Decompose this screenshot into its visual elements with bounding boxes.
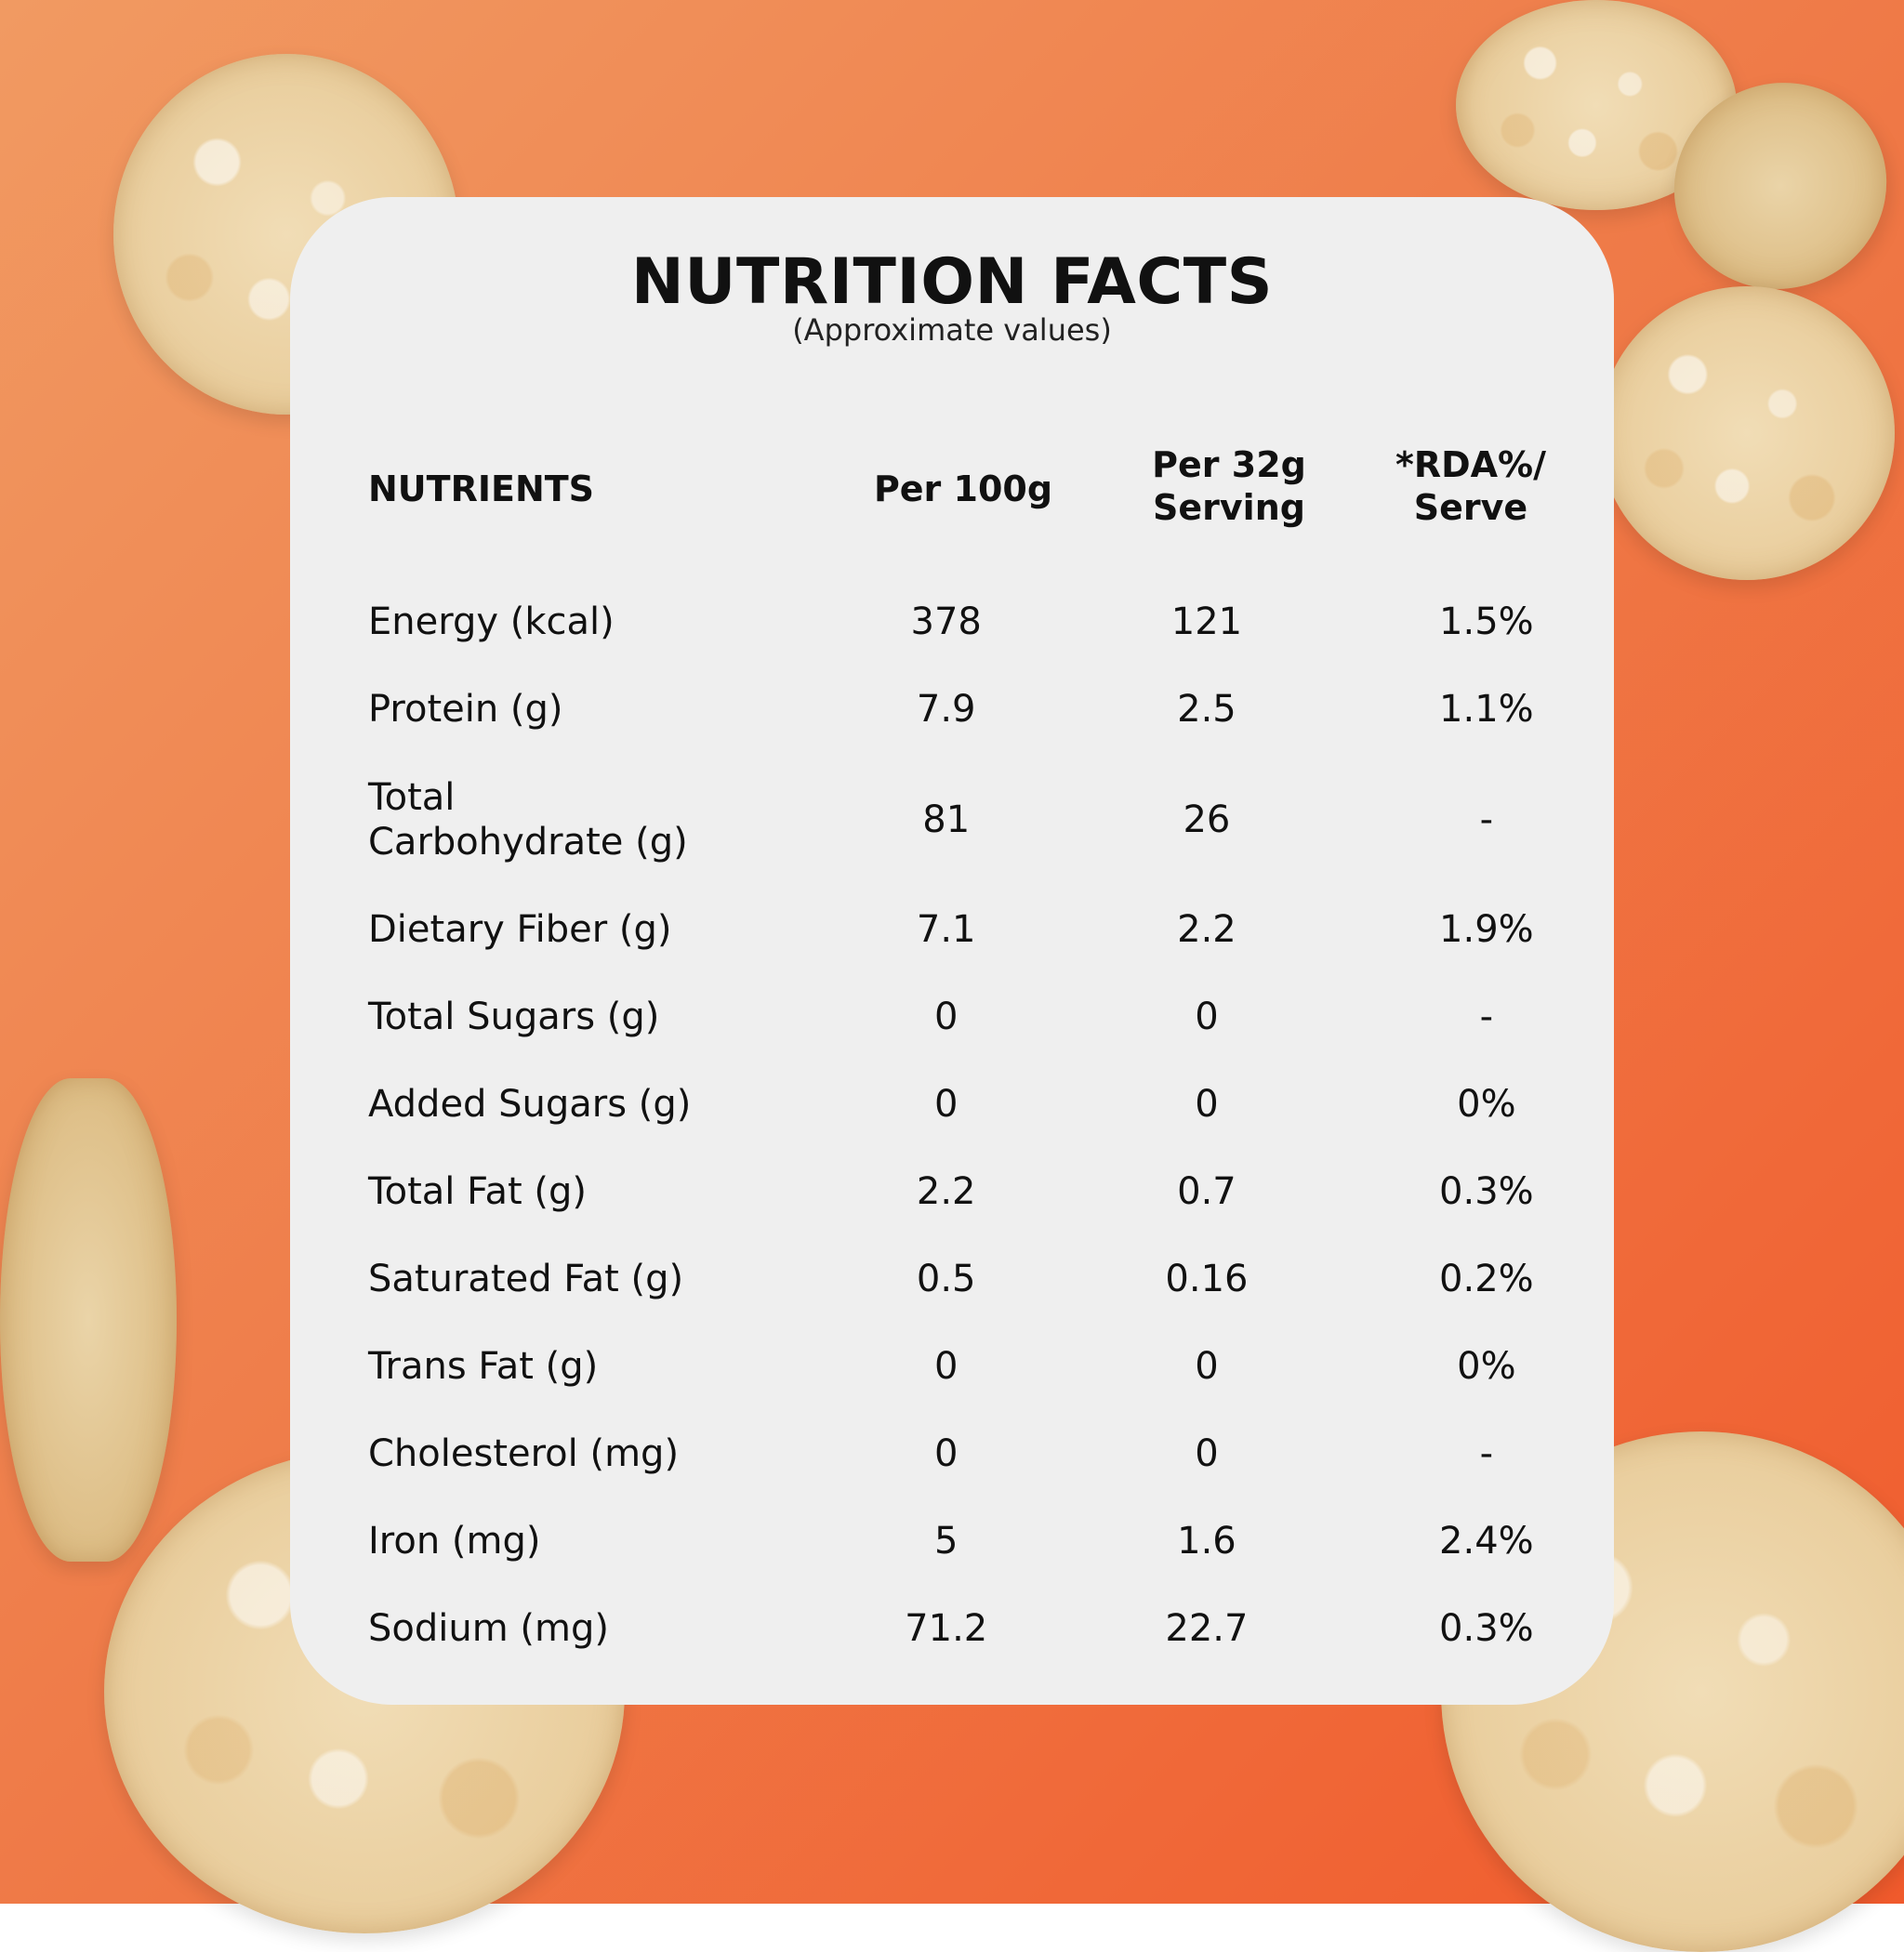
nutrient-name: Sodium (mg) — [368, 1607, 609, 1650]
value-per-100g: 0 — [933, 1432, 959, 1475]
header-per-100g: Per 100g — [873, 468, 1053, 509]
nutrient-name: Energy (kcal) — [368, 600, 615, 643]
value-per-32g: 0.7 — [1177, 1170, 1236, 1213]
nutrient-name: Protein (g) — [368, 688, 563, 731]
value-per-32g: 0 — [1195, 996, 1219, 1038]
value-per-100g: 0 — [933, 1345, 959, 1388]
value-rda: - — [1479, 996, 1494, 1038]
header-rda-line2: Serve — [1413, 486, 1528, 528]
value-per-100g: 2.2 — [916, 1170, 976, 1213]
value-per-100g: 5 — [933, 1520, 959, 1563]
value-per-100g: 378 — [910, 600, 982, 643]
table-row: Total Sugars (g) 0 0 - — [368, 973, 1577, 1061]
nutrition-facts-card: NUTRITION FACTS (Approximate values) NUT… — [290, 197, 1614, 1705]
value-per-32g: 0 — [1195, 1345, 1219, 1388]
header-per-32g-serving: Per 32g Serving — [1090, 444, 1368, 529]
value-per-32g: 0 — [1195, 1432, 1219, 1475]
nutrient-name-line2: Carbohydrate (g) — [368, 820, 688, 864]
value-rda: 0.3% — [1439, 1607, 1534, 1650]
nutrient-name: Total Carbohydrate (g) — [368, 775, 834, 864]
value-rda: 0% — [1457, 1345, 1516, 1388]
value-rda: 2.4% — [1439, 1520, 1534, 1563]
value-per-32g: 121 — [1170, 600, 1243, 643]
value-per-100g: 71.2 — [905, 1607, 988, 1650]
page-subtitle: (Approximate values) — [792, 312, 1112, 348]
value-rda: - — [1479, 1432, 1494, 1475]
value-rda: 0.3% — [1439, 1170, 1534, 1213]
value-rda: 1.5% — [1439, 600, 1534, 643]
nutrient-name: Cholesterol (mg) — [368, 1432, 680, 1475]
table-row: Protein (g) 7.9 2.5 1.1% — [368, 666, 1577, 753]
value-rda: 0% — [1457, 1083, 1516, 1126]
nutrient-name: Total Fat (g) — [368, 1170, 587, 1213]
nutrient-name-line1: Total — [368, 775, 456, 819]
value-rda: 1.9% — [1439, 908, 1534, 951]
value-per-32g: 0.16 — [1165, 1258, 1249, 1300]
value-per-100g: 0 — [933, 1083, 959, 1126]
table-row: Added Sugars (g) 0 0 0% — [368, 1061, 1577, 1148]
header-per-32g-line1: Per 32g — [1152, 444, 1306, 485]
table-row: Total Carbohydrate (g) 81 26 - — [368, 753, 1577, 886]
table-row: Cholesterol (mg) 0 0 - — [368, 1410, 1577, 1497]
value-per-32g: 0 — [1195, 1083, 1219, 1126]
value-per-100g: 0.5 — [916, 1258, 976, 1300]
value-rda: - — [1479, 798, 1494, 841]
value-per-32g: 22.7 — [1165, 1607, 1249, 1650]
value-per-100g: 81 — [922, 798, 971, 841]
nutrient-name: Trans Fat (g) — [368, 1345, 599, 1388]
value-per-32g: 2.5 — [1177, 688, 1236, 731]
table-row: Dietary Fiber (g) 7.1 2.2 1.9% — [368, 886, 1577, 973]
header-rda-per-serve: *RDA%/ Serve — [1350, 444, 1592, 529]
rice-cake-image — [1599, 286, 1895, 580]
table-row: Sodium (mg) 71.2 22.7 0.3% — [368, 1585, 1577, 1672]
nutrient-name: Added Sugars (g) — [368, 1083, 692, 1126]
header-nutrients: NUTRIENTS — [368, 468, 595, 509]
nutrient-name: Iron (mg) — [368, 1520, 541, 1563]
nutrition-table: Energy (kcal) 378 121 1.5% Protein (g) 7… — [368, 578, 1577, 1672]
page-title: NUTRITION FACTS — [630, 245, 1274, 319]
value-rda: 0.2% — [1439, 1258, 1534, 1300]
nutrient-name: Total Sugars (g) — [368, 996, 660, 1038]
table-row: Total Fat (g) 2.2 0.7 0.3% — [368, 1148, 1577, 1235]
table-row: Energy (kcal) 378 121 1.5% — [368, 578, 1577, 666]
rice-cake-image — [0, 1078, 177, 1562]
value-per-32g: 2.2 — [1177, 908, 1236, 951]
value-per-100g: 7.1 — [916, 908, 976, 951]
nutrient-name: Dietary Fiber (g) — [368, 908, 672, 951]
value-per-32g: 1.6 — [1177, 1520, 1236, 1563]
table-row: Trans Fat (g) 0 0 0% — [368, 1323, 1577, 1410]
value-per-100g: 0 — [933, 996, 959, 1038]
value-per-100g: 7.9 — [916, 688, 976, 731]
header-rda-line1: *RDA%/ — [1395, 444, 1547, 485]
nutrient-name: Saturated Fat (g) — [368, 1258, 684, 1300]
table-row: Iron (mg) 5 1.6 2.4% — [368, 1497, 1577, 1585]
header-per-32g-line2: Serving — [1153, 486, 1305, 528]
value-rda: 1.1% — [1439, 688, 1534, 731]
table-row: Saturated Fat (g) 0.5 0.16 0.2% — [368, 1235, 1577, 1323]
value-per-32g: 26 — [1183, 798, 1231, 841]
